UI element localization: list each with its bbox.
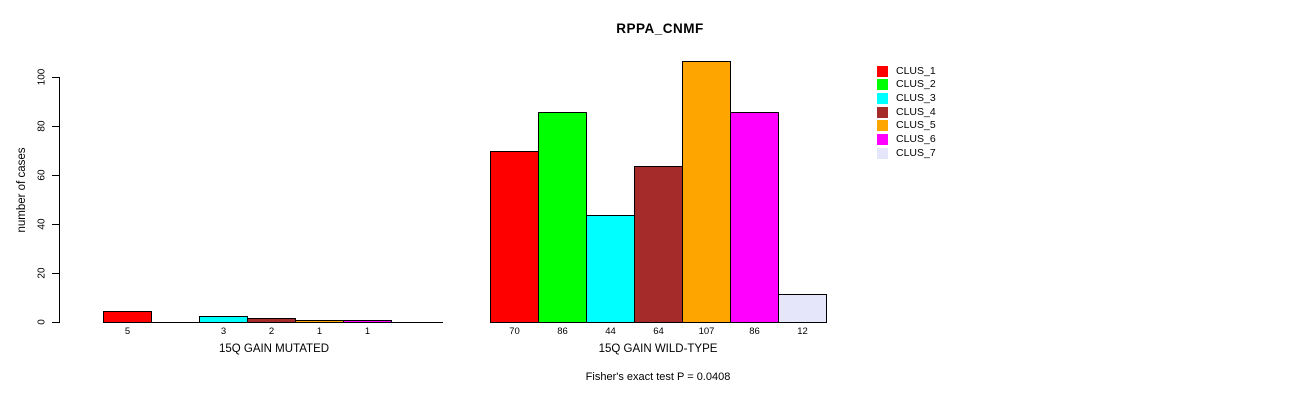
bar-value-label: 107 xyxy=(698,326,715,337)
legend-swatch-clus_4 xyxy=(877,106,888,118)
y-axis-tick xyxy=(52,126,59,127)
y-axis-tick xyxy=(52,175,59,176)
bar-clus_6 xyxy=(343,320,392,323)
bar-value-label: 44 xyxy=(605,326,616,337)
fisher-test-caption: Fisher's exact test P = 0.0408 xyxy=(585,371,731,383)
bar-value-label: 64 xyxy=(653,326,664,337)
bar-clus_7 xyxy=(778,294,827,323)
legend-label-clus_6: CLUS_6 xyxy=(896,133,936,145)
y-axis-tick-label: 40 xyxy=(36,218,48,230)
y-axis-tick-label: 20 xyxy=(36,267,48,279)
bar-clus_2 xyxy=(538,112,587,323)
legend-swatch-clus_1 xyxy=(877,65,888,77)
bar-value-label: 1 xyxy=(364,326,371,337)
bar-clus_4 xyxy=(247,318,296,323)
legend-label-clus_7: CLUS_7 xyxy=(896,146,936,159)
bar-value-label: 12 xyxy=(797,326,808,337)
legend-swatch-clus_5 xyxy=(877,120,888,132)
xlabel-mutated-group: 15Q GAIN MUTATED xyxy=(218,343,330,355)
bar-clus_1 xyxy=(490,151,539,323)
bar-value-label: 3 xyxy=(220,326,227,337)
y-axis-tick xyxy=(52,77,59,78)
legend-swatch-clus_2 xyxy=(877,79,888,91)
y-axis-tick-label: 60 xyxy=(36,169,48,181)
legend-label-clus_4: CLUS_4 xyxy=(896,105,936,118)
legend-label-clus_2: CLUS_2 xyxy=(896,78,936,91)
legend-swatch-clus_7 xyxy=(877,147,888,159)
legend-label-clus_5: CLUS_5 xyxy=(896,119,936,132)
bar-clus_6 xyxy=(730,112,779,323)
y-axis-line xyxy=(59,77,60,323)
bar-value-label: 70 xyxy=(509,326,520,337)
y-axis-tick-label: 0 xyxy=(36,319,48,325)
bar-clus_5 xyxy=(295,320,344,323)
bar-value-label: 2 xyxy=(268,326,275,337)
bar-clus_3 xyxy=(586,215,635,323)
y-axis-tick xyxy=(52,322,59,323)
y-axis-tick xyxy=(52,224,59,225)
bar-value-label: 5 xyxy=(124,326,131,337)
bar-clus_1 xyxy=(103,311,152,323)
bar-clus_5 xyxy=(682,61,731,323)
bar-clus_4 xyxy=(634,166,683,323)
bar-clus_3 xyxy=(199,316,248,323)
legend-swatch-clus_3 xyxy=(877,92,888,104)
legend-swatch-clus_6 xyxy=(877,134,888,145)
y-axis-tick-label: 80 xyxy=(36,120,48,132)
bar-value-label: 86 xyxy=(557,326,568,337)
bar-value-label: 1 xyxy=(316,326,323,337)
xlabel-wildtype-group: 15Q GAIN WILD-TYPE xyxy=(598,343,718,355)
chart-title: RPPA_CNMF xyxy=(616,21,704,36)
legend-label-clus_3: CLUS_3 xyxy=(896,91,936,104)
bar-value-label: 86 xyxy=(749,326,760,337)
y-axis-label: number of cases xyxy=(16,147,28,233)
y-axis-tick-label: 100 xyxy=(36,68,48,86)
legend-label-clus_1: CLUS_1 xyxy=(896,64,936,77)
y-axis-tick xyxy=(52,273,59,274)
